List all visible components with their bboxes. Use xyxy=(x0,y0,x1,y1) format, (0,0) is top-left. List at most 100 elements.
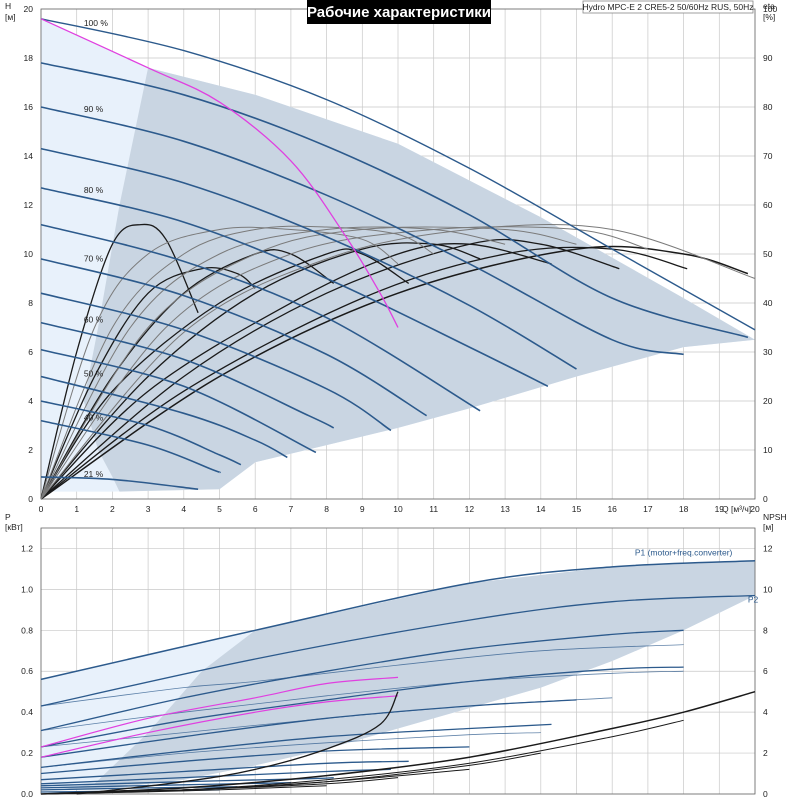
head-curve xyxy=(40,223,481,412)
speed-label: 50 % xyxy=(84,369,104,379)
x-tick-label: 8 xyxy=(324,504,329,514)
head-curve xyxy=(40,292,392,432)
axes: 0246810121416182001020304050607080901000… xyxy=(5,1,777,514)
y-left-tick-label: 8 xyxy=(28,298,33,308)
product-label: Hydro MPC-E 2 CRE5-2 50/60Hz RUS, 50Hz xyxy=(582,2,753,12)
head-curve xyxy=(40,375,288,459)
speed-label: 21 % xyxy=(84,469,104,479)
x-tick-label: 15 xyxy=(572,504,582,514)
y-right-tick-label: 4 xyxy=(763,707,768,717)
y-left-axis-label: H xyxy=(5,1,11,11)
y-right-tick-label: 30 xyxy=(763,347,773,357)
x-tick-label: 12 xyxy=(465,504,475,514)
y-right-tick-label: 60 xyxy=(763,200,773,210)
y-left-tick-label: 2 xyxy=(28,445,33,455)
speed-label: 60 % xyxy=(84,315,104,325)
y-left-tick-label: 0.6 xyxy=(21,666,33,676)
y-right-tick-label: 0 xyxy=(763,494,768,504)
power-curve-magenta xyxy=(40,676,399,748)
x-tick-label: 4 xyxy=(181,504,186,514)
y-left-axis-label: P xyxy=(5,512,11,522)
y-left-axis-unit: [м] xyxy=(5,12,16,22)
head-curve xyxy=(40,106,684,356)
x-tick-label: 11 xyxy=(429,504,438,514)
speed-label: 40 % xyxy=(84,413,104,423)
y-left-tick-label: 1.0 xyxy=(21,584,33,594)
power-curve xyxy=(40,732,541,768)
x-tick-label: 19 xyxy=(715,504,725,514)
power-curve xyxy=(40,776,334,787)
y-left-tick-label: 0.4 xyxy=(21,707,33,717)
y-right-tick-label: 80 xyxy=(763,102,773,112)
speed-label: 90 % xyxy=(84,104,104,114)
x-tick-label: 17 xyxy=(643,504,653,514)
power-curve xyxy=(40,559,756,681)
y-left-tick-label: 6 xyxy=(28,347,33,357)
y-right-tick-label: 10 xyxy=(763,445,773,455)
power-curve xyxy=(40,746,470,775)
y-right-tick-label: 90 xyxy=(763,53,773,63)
efficiency-curve xyxy=(40,242,481,500)
power-npsh-panel: P1 (motor+freq.converter)P20.00.20.40.60… xyxy=(5,512,787,799)
head-curve xyxy=(40,62,749,339)
y-left-tick-label: 0 xyxy=(28,494,33,504)
x-tick-label: 7 xyxy=(289,504,294,514)
x-tick-label: 0 xyxy=(39,504,44,514)
npsh-curve xyxy=(40,690,756,795)
y-left-tick-label: 12 xyxy=(24,200,34,210)
power-curve xyxy=(40,768,391,785)
efficiency-curve xyxy=(40,248,410,500)
y-right-axis-unit: [м] xyxy=(763,522,774,532)
x-axis-label: Q [м³/ч] xyxy=(722,504,751,514)
y-left-tick-label: 1.2 xyxy=(21,543,33,553)
head-curve xyxy=(40,348,317,454)
power-curve xyxy=(40,644,684,707)
x-tick-label: 20 xyxy=(750,504,760,514)
x-tick-label: 16 xyxy=(607,504,617,514)
y-right-tick-label: 12 xyxy=(763,543,773,553)
x-tick-label: 3 xyxy=(146,504,151,514)
y-right-tick-label: 2 xyxy=(763,748,768,758)
axes: 0.0 0.2 0.4 0.6 0.8 1.0 1.2 0 2 4 6 8 10 12 P[кВт] NPSH… xyxy=(5,512,787,799)
y-right-axis-unit: [%] xyxy=(763,12,775,22)
y-right-tick-label: 70 xyxy=(763,151,773,161)
x-tick-label: 2 xyxy=(110,504,115,514)
y-left-tick-label: 14 xyxy=(24,151,34,161)
y-left-tick-label: 10 xyxy=(24,249,34,259)
npsh-curve xyxy=(76,691,399,795)
x-tick-label: 9 xyxy=(360,504,365,514)
y-left-tick-label: 16 xyxy=(24,102,34,112)
power-curve-magenta xyxy=(40,695,399,758)
power-curve xyxy=(40,782,291,789)
y-left-tick-label: 0.0 xyxy=(21,789,33,799)
head-efficiency-panel: 100 %90 %80 %70 %60 %50 %40 %21 %0246810… xyxy=(5,1,777,514)
y-left-tick-label: 18 xyxy=(24,53,34,63)
power-curve xyxy=(40,760,409,781)
y-right-tick-label: 40 xyxy=(763,298,773,308)
y-right-tick-label: 6 xyxy=(763,666,768,676)
y-left-axis-unit: [кВт] xyxy=(5,522,23,532)
x-tick-label: 5 xyxy=(217,504,222,514)
y-right-tick-label: 100 xyxy=(763,4,777,14)
operating-range-dark xyxy=(58,560,755,790)
y-left-tick-label: 20 xyxy=(24,4,34,14)
x-tick-label: 1 xyxy=(74,504,79,514)
power-curve xyxy=(40,697,613,748)
product-box xyxy=(582,0,754,14)
head-curve xyxy=(40,187,549,388)
head-curve xyxy=(40,321,335,429)
x-tick-label: 14 xyxy=(536,504,546,514)
y-right-axis-label: NPSH xyxy=(763,512,787,522)
head-curve xyxy=(40,258,428,417)
y-right-tick-label: 8 xyxy=(763,625,768,635)
speed-label: 100 % xyxy=(84,18,109,28)
efficiency-curve xyxy=(40,245,749,500)
efficiency-curve xyxy=(40,224,756,500)
head-curve xyxy=(40,147,577,370)
y-right-tick-label: 10 xyxy=(763,584,773,594)
y-right-tick-label: 50 xyxy=(763,249,773,259)
series-label: P2 xyxy=(748,595,759,605)
speed-label: 70 % xyxy=(84,253,104,263)
x-tick-label: 10 xyxy=(393,504,403,514)
